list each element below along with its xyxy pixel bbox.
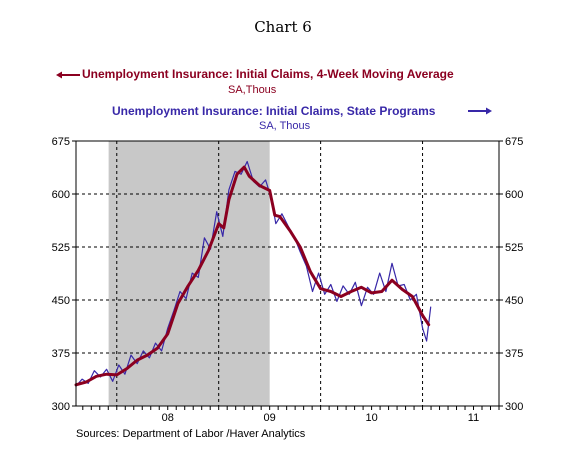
y-tick-right-525: 525 xyxy=(499,242,523,254)
y-tick-right-600: 600 xyxy=(499,189,523,201)
y-tick-label-left-450: 450 xyxy=(52,295,70,307)
y-tick-label-right-300: 300 xyxy=(505,401,523,413)
y-tick-right-375: 375 xyxy=(499,348,523,360)
y-tick-label-right-675: 675 xyxy=(505,136,523,148)
y-tick-left-375: 375 xyxy=(52,348,76,360)
y-tick-label-right-525: 525 xyxy=(505,242,523,254)
recession-shading-layer xyxy=(108,141,270,406)
plot-frame xyxy=(75,140,500,407)
y-tick-label-right-375: 375 xyxy=(505,348,523,360)
legend-label-moving-average: Unemployment Insurance: Initial Claims, … xyxy=(82,67,454,81)
y-tick-left-525: 525 xyxy=(52,242,76,254)
x-tick-label-11: 11 xyxy=(468,412,479,424)
series-layer xyxy=(74,160,432,387)
y-tick-right-300: 300 xyxy=(499,401,523,413)
legend-units-state-programs: SA, Thous xyxy=(259,120,311,132)
y-tick-label-right-600: 600 xyxy=(505,189,523,201)
legend-arrow-right xyxy=(468,107,492,115)
y-tick-label-left-675: 675 xyxy=(52,136,70,148)
y-tick-left-300: 300 xyxy=(52,401,76,413)
y-tick-left-450: 450 xyxy=(52,295,76,307)
recession-shade xyxy=(108,141,270,406)
legend-units-moving-average: SA,Thous xyxy=(228,84,277,96)
y-tick-left-675: 675 xyxy=(52,136,76,148)
y-tick-label-left-375: 375 xyxy=(52,348,70,360)
y-tick-label-left-525: 525 xyxy=(52,242,70,254)
axes-layer: 300 300 375 375 450 450 525 525 600 600 675 675 08 09… xyxy=(52,136,524,424)
y-tick-right-675: 675 xyxy=(499,136,523,148)
y-tick-right-450: 450 xyxy=(499,295,523,307)
legend-label-state-programs: Unemployment Insurance: Initial Claims, … xyxy=(112,104,436,118)
x-tick-09: 09 xyxy=(264,412,276,424)
y-tick-left-600: 600 xyxy=(52,189,76,201)
x-tick-label-09: 09 xyxy=(264,412,276,424)
x-tick-11: 11 xyxy=(468,412,479,424)
y-tick-label-left-300: 300 xyxy=(52,401,70,413)
series-line-moving-average xyxy=(74,165,431,387)
x-tick-label-10: 10 xyxy=(365,412,377,424)
chart-title: Chart 6 xyxy=(254,18,312,36)
source-note: Sources: Department of Labor /Haver Anal… xyxy=(76,428,306,440)
legend-arrow-left xyxy=(56,71,80,79)
x-tick-10: 10 xyxy=(365,412,377,424)
y-tick-label-right-450: 450 xyxy=(505,295,523,307)
x-tick-08: 08 xyxy=(162,412,174,424)
x-tick-label-08: 08 xyxy=(162,412,174,424)
y-tick-label-left-600: 600 xyxy=(52,189,70,201)
grid-layer xyxy=(76,141,499,406)
